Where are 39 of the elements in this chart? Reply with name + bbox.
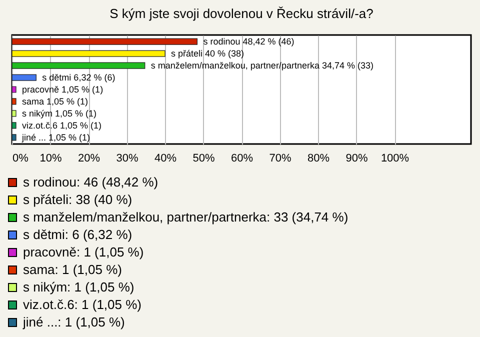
- bar: [12, 110, 16, 117]
- x-tick-label: 0%: [12, 152, 29, 164]
- bar: [12, 98, 16, 105]
- bar: [12, 86, 16, 93]
- chart-title: S kým jste svoji dovolenou v Řecku strávil/-a?: [110, 6, 374, 21]
- category-label: s manželem/manželkou, partner/partnerka 34,74 % (33): [150, 60, 374, 71]
- text: s nikým: 1 (1,05 %): [23, 280, 134, 294]
- text: s dětmi: 6 (6,32 %): [23, 227, 132, 242]
- x-tick-label: 70%: [269, 152, 292, 164]
- x-tick-label: 80%: [307, 152, 330, 164]
- x-tick-label: 40%: [154, 152, 177, 164]
- x-tick-label: 90%: [346, 152, 368, 164]
- bar: [12, 134, 16, 141]
- text: sama: 1 (1,05 %): [23, 262, 122, 277]
- text: viz.ot.č.6: 1 (1,05 %): [23, 297, 142, 312]
- category-label: viz.ot.č.6 1,05 % (1): [22, 120, 102, 130]
- x-tick-label: 100%: [380, 152, 410, 164]
- x-tick-label: 20%: [78, 152, 100, 164]
- category-label: pracovně 1,05 % (1): [22, 84, 104, 94]
- text: pracovně: 1 (1,05 %): [23, 244, 144, 260]
- bar: [12, 122, 16, 129]
- bar: [12, 62, 146, 69]
- x-tick-label: 60%: [230, 152, 254, 164]
- text: s rodinou: 46 (48,42 %): [23, 174, 158, 190]
- text: s přáteli: 38 (40 %): [23, 192, 132, 207]
- category-label: s přáteli 40 % (38): [171, 48, 244, 59]
- category-label: s dětmi 6,32 % (6): [42, 72, 116, 83]
- x-tick-label: 10%: [40, 152, 62, 164]
- category-label: s rodinou 48,42 % (46): [203, 36, 294, 47]
- bar: [12, 50, 166, 57]
- x-tick-label: 50%: [192, 152, 215, 164]
- bar: [12, 74, 36, 81]
- x-tick-label: 30%: [116, 152, 138, 164]
- category-label: jiné ... 1,05 % (1): [22, 132, 90, 142]
- text: s manželem/manželkou, partner/partnerka: 33 (34,74 %): [23, 210, 348, 224]
- category-label: s nikým 1,05 % (1): [22, 108, 97, 118]
- bar: [12, 38, 198, 45]
- category-label: sama 1,05 % (1): [22, 96, 88, 106]
- text: jiné ...: 1 (1,05 %): [22, 314, 125, 330]
